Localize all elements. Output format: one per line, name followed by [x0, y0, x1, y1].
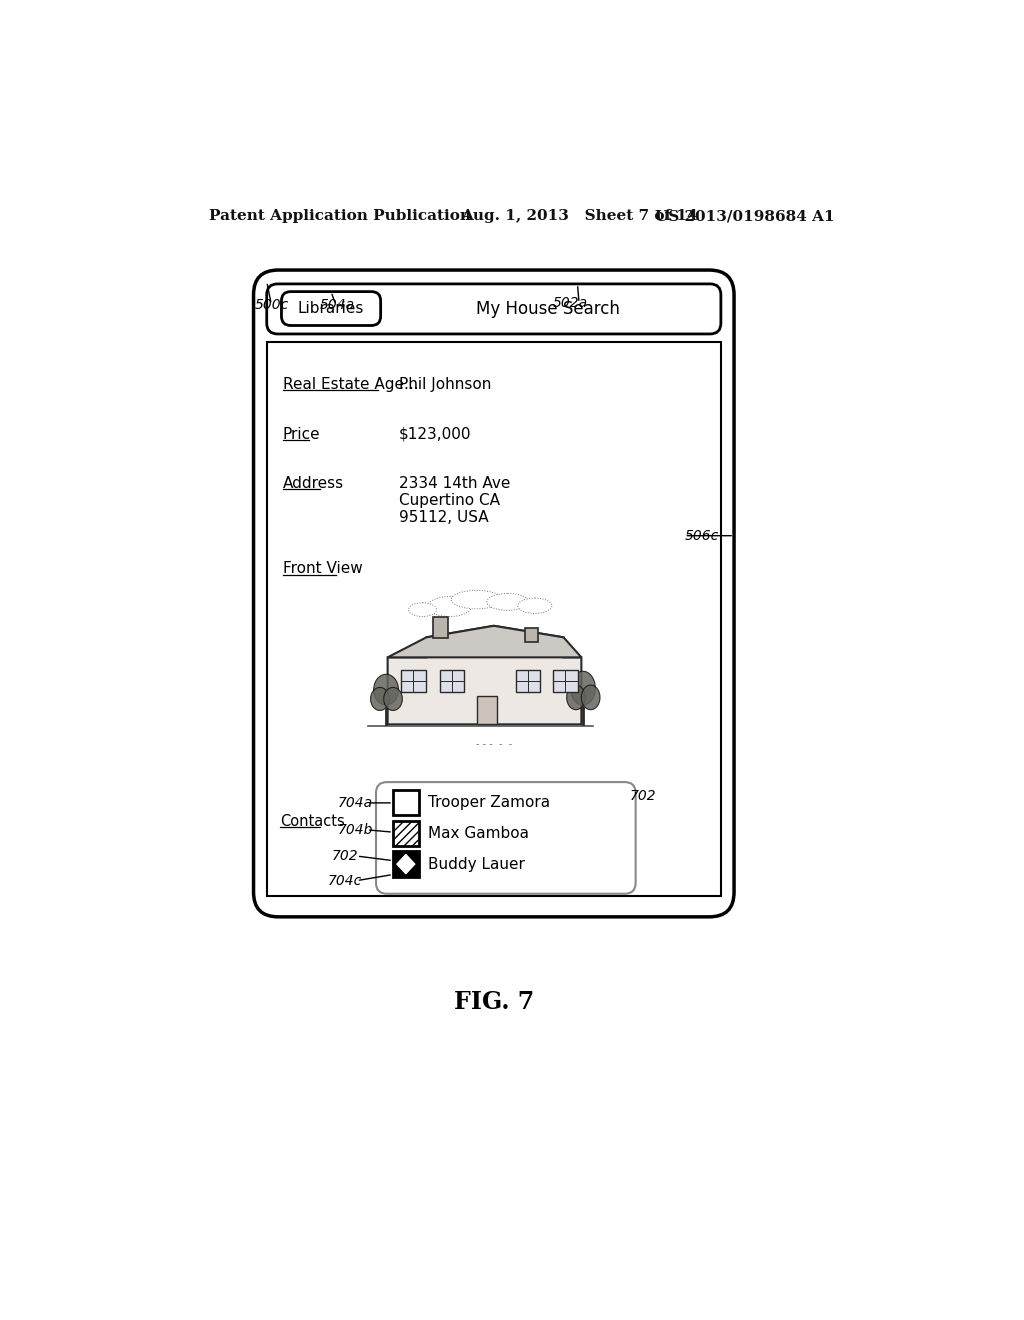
Ellipse shape [486, 594, 528, 610]
Text: Price: Price [283, 426, 321, 442]
Ellipse shape [374, 675, 398, 705]
Ellipse shape [409, 603, 436, 616]
Ellipse shape [566, 685, 586, 710]
Text: Real Estate Age...: Real Estate Age... [283, 376, 419, 392]
Text: FIG. 7: FIG. 7 [454, 990, 534, 1014]
Polygon shape [388, 626, 582, 657]
FancyBboxPatch shape [282, 292, 381, 326]
Text: Front View: Front View [283, 561, 362, 577]
Text: Max Gamboa: Max Gamboa [428, 826, 529, 841]
Text: 704b: 704b [337, 822, 373, 837]
Ellipse shape [582, 685, 600, 710]
FancyBboxPatch shape [376, 781, 636, 894]
Text: 502a: 502a [553, 296, 588, 310]
Text: 504a: 504a [321, 298, 355, 312]
Text: 506c: 506c [684, 529, 719, 543]
Bar [393, 821, 419, 846]
Ellipse shape [371, 688, 389, 710]
Bar [553, 671, 578, 692]
Bar [432, 616, 449, 638]
Ellipse shape [518, 598, 552, 614]
Bar [393, 789, 419, 816]
Text: $123,000: $123,000 [399, 426, 472, 442]
Text: Contacts: Contacts [280, 814, 345, 829]
Bar [400, 671, 426, 692]
Text: 2334 14th Ave: 2334 14th Ave [399, 475, 511, 491]
Text: My House Search: My House Search [476, 300, 621, 318]
Ellipse shape [452, 590, 503, 609]
Polygon shape [397, 854, 415, 874]
Text: Patent Application Publication: Patent Application Publication [209, 209, 471, 223]
Text: 702: 702 [332, 849, 358, 863]
Text: Address: Address [283, 475, 344, 491]
Bar [439, 671, 464, 692]
Bar [515, 671, 541, 692]
Text: Trooper Zamora: Trooper Zamora [428, 795, 550, 810]
Text: 500c: 500c [254, 298, 289, 312]
Polygon shape [388, 626, 582, 725]
Bar [393, 851, 419, 876]
Ellipse shape [428, 597, 471, 616]
Text: Buddy Lauer: Buddy Lauer [428, 857, 524, 871]
FancyBboxPatch shape [266, 284, 721, 334]
Text: Aug. 1, 2013   Sheet 7 of 14: Aug. 1, 2013 Sheet 7 of 14 [461, 209, 698, 223]
Bar [266, 342, 721, 896]
Text: 702: 702 [630, 789, 656, 803]
Ellipse shape [384, 688, 402, 710]
Text: - - -  -  -: - - - - - [476, 739, 512, 748]
Text: US 2013/0198684 A1: US 2013/0198684 A1 [655, 209, 835, 223]
Text: 704c: 704c [328, 874, 362, 887]
Bar [477, 696, 497, 725]
Text: Cupertino CA: Cupertino CA [399, 492, 501, 508]
Text: 95112, USA: 95112, USA [399, 510, 488, 525]
Text: Libraries: Libraries [298, 301, 365, 315]
FancyBboxPatch shape [254, 271, 734, 917]
Text: 704a: 704a [337, 796, 373, 810]
Text: Phil Johnson: Phil Johnson [399, 376, 492, 392]
Ellipse shape [570, 671, 595, 705]
Bar [524, 628, 538, 642]
